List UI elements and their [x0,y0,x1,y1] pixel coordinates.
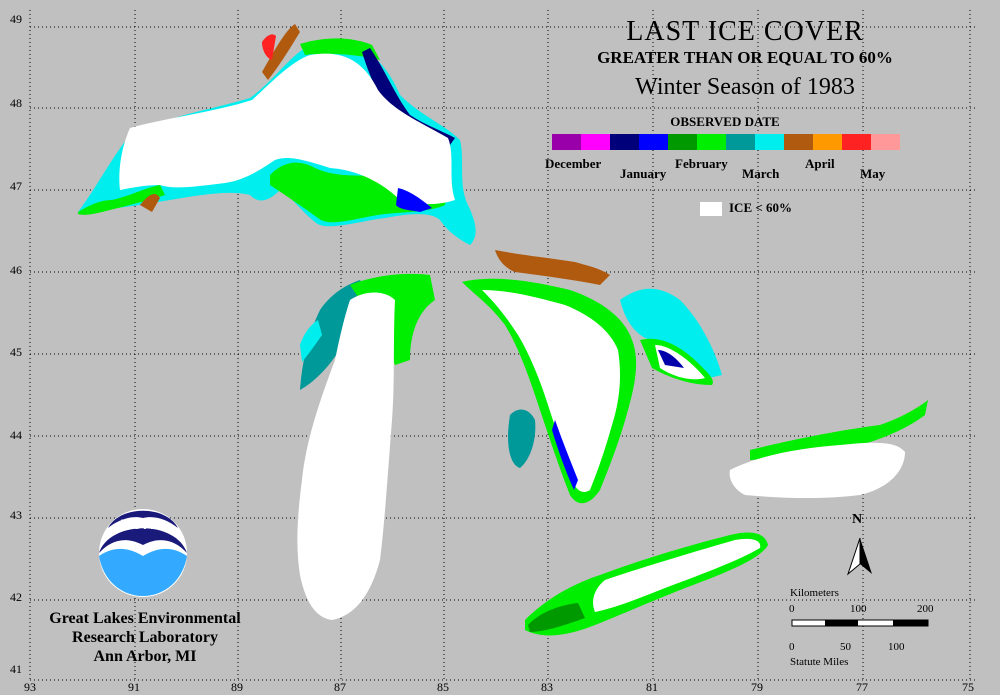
georgian-bay-blue [658,350,684,368]
lon-label-77: 77 [856,680,868,694]
legend-swatch-5 [697,134,726,150]
credit-line-2: Research Laboratory [72,629,218,646]
erie-west-green-dark [528,603,585,632]
legend-swatch-8 [784,134,813,150]
legend-month-december: December [545,156,602,171]
map-subtitle: GREATER THAN OR EQUAL TO 60% [597,48,893,67]
legend-swatch-2 [610,134,639,150]
ontario-green-north [750,400,928,460]
lake-erie [525,532,768,636]
scale-bar-segment-2 [825,620,858,626]
scale-mi-tick-50: 50 [840,641,851,653]
lake-ontario [729,400,928,499]
superior-south-bay-blue [396,188,432,212]
lat-label-43: 43 [10,508,22,522]
scale-bar-segment-4 [893,620,928,626]
north-label: N [852,512,863,527]
michigan-green-bay-cyan [300,320,322,362]
superior-nipigon-orange [262,24,300,80]
legend-swatch-9 [813,134,842,150]
legend-swatch-3 [639,134,668,150]
legend-swatch-6 [726,134,755,150]
lat-label-44: 44 [10,428,22,442]
lake-michigan [297,273,435,620]
lon-label-89: 89 [231,680,243,694]
scale-km-tick-200: 200 [917,603,934,615]
noaa-logo-gull-dark [99,528,187,553]
lon-label-93: 93 [24,680,36,694]
superior-duluth-orange [140,194,160,212]
superior-white-water [119,53,455,205]
lab-credit: Great Lakes Environmental Research Labor… [20,609,270,666]
observed-date-heading: OBSERVED DATE [670,114,780,129]
lon-label-91: 91 [128,680,140,694]
scale-mi-tick-100: 100 [888,641,905,653]
lon-label-85: 85 [437,680,449,694]
superior-west-green [78,185,165,215]
scale-km-tick-100: 100 [850,603,867,615]
lon-label-83: 83 [541,680,553,694]
ontario-white-water [729,442,905,499]
lat-label-49: 49 [10,12,22,26]
legend-month-january: January [620,166,667,181]
season-title: Winter Season of 1983 [635,74,855,100]
legend-swatch-low-ice [700,202,722,216]
lat-label-46: 46 [10,263,22,277]
legend-month-february: February [675,156,728,171]
noaa-logo-bottom [99,548,187,596]
lon-label-81: 81 [646,680,658,694]
lon-label-79: 79 [751,680,763,694]
michigan-white-water [297,292,395,620]
scale-km-label: Kilometers [790,587,839,599]
scale-mi-label: Statute Miles [790,656,849,668]
lat-label-45: 45 [10,345,22,359]
huron-saginaw-bay-teal [508,409,536,468]
north-arrow-left [846,537,861,576]
map-title: LAST ICE COVER [626,16,864,47]
legend-low-ice-label: ICE < 60% [729,200,793,215]
huron-east-blue-strip [552,420,578,490]
superior-north-green [300,38,380,60]
graticule [29,10,975,681]
lake-huron [462,250,722,504]
date-color-legend [552,134,900,150]
noaa-logo [99,509,187,597]
lat-label-42: 42 [10,590,22,604]
legend-swatch-11 [871,134,900,150]
legend-swatch-4 [668,134,697,150]
lat-label-41: 41 [10,662,22,676]
lon-label-87: 87 [334,680,346,694]
erie-white-water [593,538,761,612]
lat-label-48: 48 [10,96,22,110]
legend-month-may: May [860,166,886,181]
huron-white-water [482,290,620,492]
scale-km-tick-0: 0 [789,603,795,615]
credit-line-3: Ann Arbor, MI [93,648,197,665]
lake-superior [78,24,476,245]
north-channel-orange [495,250,610,285]
legend-month-april: April [805,156,835,171]
credit-line-1: Great Lakes Environmental [49,610,241,627]
legend-swatch-1 [581,134,610,150]
legend-month-march: March [742,166,780,181]
north-arrow [846,537,872,576]
lon-label-75: 75 [962,680,974,694]
noaa-logo-text: NOAA [120,516,166,532]
legend-swatch-10 [842,134,871,150]
georgian-bay-cyan [620,288,722,380]
legend-swatch-0 [552,134,581,150]
legend-swatch-7 [755,134,784,150]
north-arrow-right [860,538,872,574]
lat-label-47: 47 [10,179,22,193]
scale-mi-tick-0: 0 [789,641,795,653]
noaa-logo-top [108,510,178,528]
scale-bar [791,619,929,627]
superior-nipigon-red [262,34,276,60]
